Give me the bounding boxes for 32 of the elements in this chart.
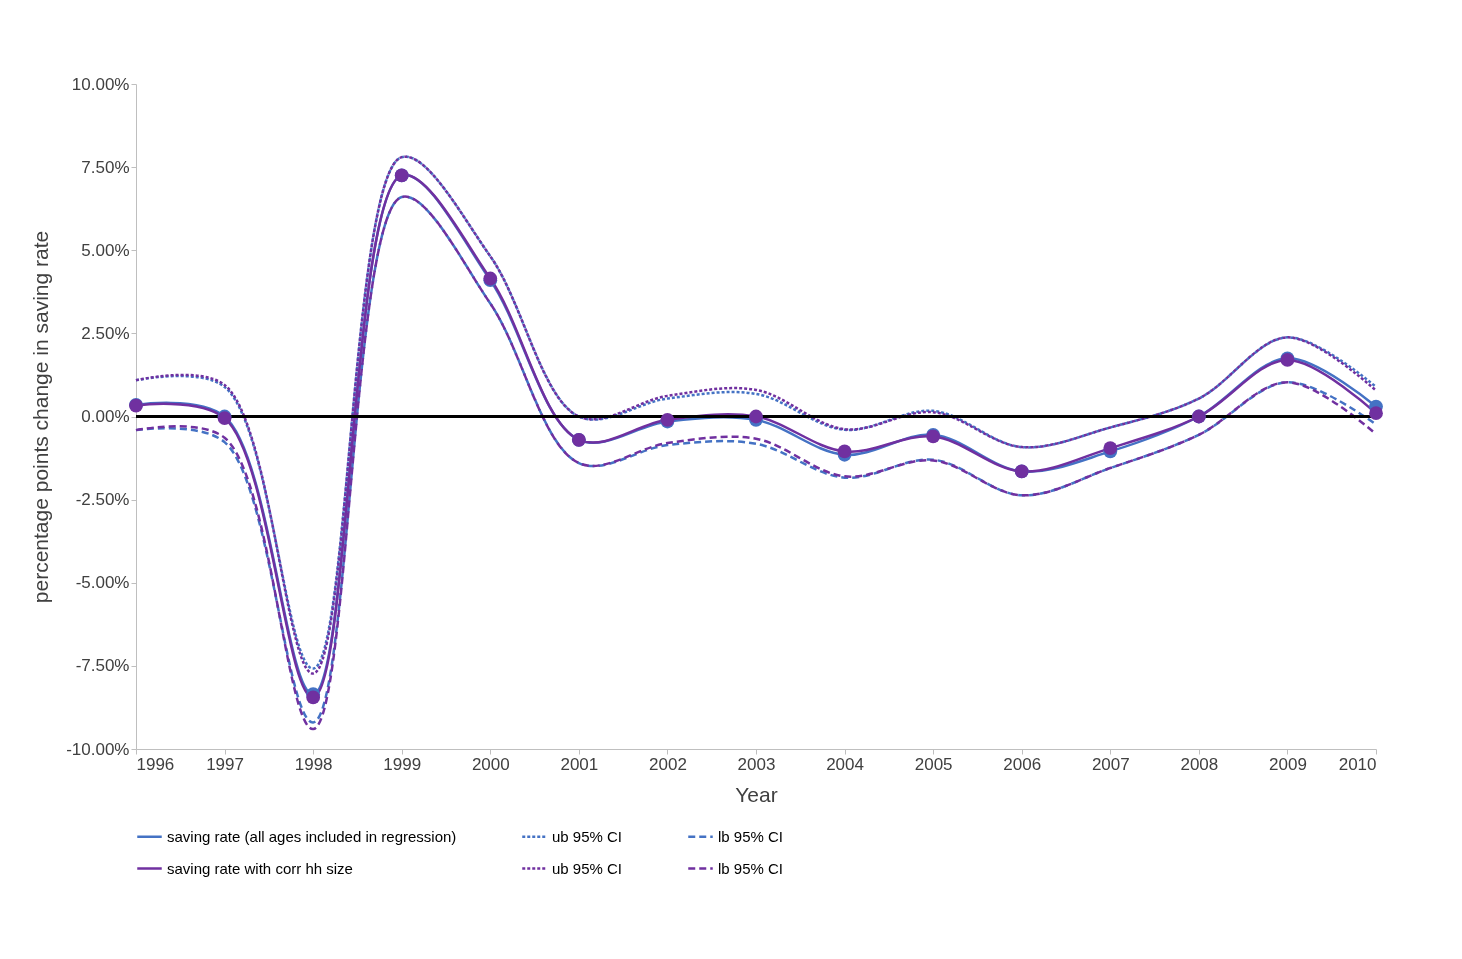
x-tick-label: 2006	[1003, 754, 1042, 774]
x-tick-label: 2001	[560, 754, 599, 774]
y-tick-label: 10.00%	[71, 74, 130, 94]
y-tick-label: 0.00%	[81, 407, 130, 426]
y-tick-label: -7.50%	[75, 656, 130, 676]
x-tick-label: 2003	[737, 754, 776, 774]
x-tick-label: 2009	[1269, 754, 1307, 774]
legend-label: saving rate (all ages included in regression)	[167, 827, 457, 845]
y-tick-label: 7.50%	[81, 157, 130, 177]
x-tick-label: 1998	[294, 754, 333, 774]
y-tick-label: -2.50%	[75, 490, 130, 510]
y-tick-label: -5.00%	[75, 573, 130, 593]
y-tick-label: 5.00%	[81, 240, 130, 260]
x-tick-label: 2002	[649, 754, 687, 774]
legend-label: lb 95% CI	[718, 827, 784, 845]
x-tick-label: 2005	[914, 754, 953, 774]
x-tick-label: 2004	[826, 754, 864, 774]
x-tick-label: 2010	[1338, 754, 1377, 774]
x-tick-label: 2000	[471, 754, 510, 774]
y-tick-label: -10.00%	[66, 739, 130, 759]
legend-label: lb 95% CI	[718, 859, 784, 877]
x-axis-title: Year	[735, 782, 778, 806]
x-tick-label: 1996	[136, 754, 175, 774]
x-tick-label: 2008	[1180, 754, 1219, 774]
legend-label: saving rate with corr hh size	[167, 859, 353, 877]
x-tick-label: 1997	[206, 754, 244, 774]
x-tick-label: 1999	[383, 754, 422, 774]
y-tick-label: 2.50%	[81, 323, 130, 343]
y-axis-title: percentage points change in saving rate	[29, 230, 53, 604]
legend-label: ub 95% CI	[552, 827, 623, 845]
x-tick-label: 2007	[1091, 754, 1130, 774]
legend-label: ub 95% CI	[552, 859, 623, 877]
